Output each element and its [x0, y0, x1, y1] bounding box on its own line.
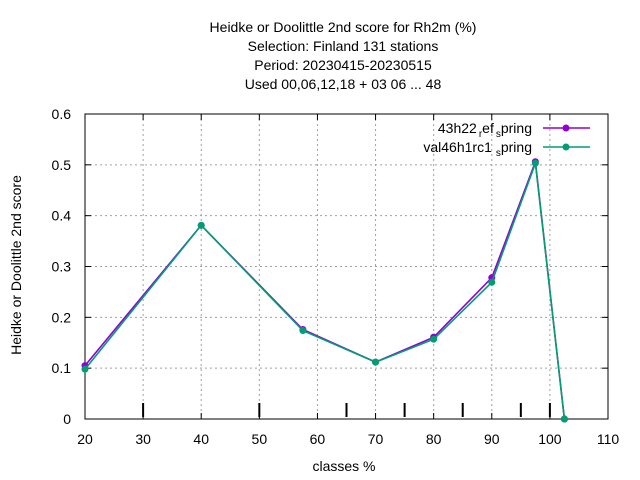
series-1-line [84, 161, 566, 420]
series [81, 158, 568, 423]
grid [85, 114, 608, 419]
series-2-point [430, 335, 438, 343]
series-2-point [299, 327, 307, 335]
legend-entry-1-label: 43h22 ref spring [438, 120, 532, 140]
x-tick-label: 50 [252, 431, 268, 447]
title-line-4: Used 00,06,12,18 + 03 06 ... 48 [245, 76, 442, 92]
legend-2-main: val46h1rc1 [423, 139, 492, 155]
legend-1-mid: ef [482, 120, 494, 136]
series-1 [81, 158, 568, 423]
title-line-1: Heidke or Doolittle 2nd score for Rh2m (… [210, 19, 477, 35]
legend-2-end: pring [501, 139, 532, 155]
x-tick-label: 100 [538, 431, 562, 447]
title-line-3: Period: 20230415-20230515 [254, 57, 432, 73]
series-2-point [488, 278, 496, 286]
x-tick-label: 110 [597, 431, 620, 447]
x-tick-label: 60 [310, 431, 326, 447]
series-2-line [84, 163, 566, 420]
series-2-point [197, 221, 205, 229]
y-tick-label: 0.3 [52, 259, 72, 275]
chart-title: Heidke or Doolittle 2nd score for Rh2m (… [210, 19, 477, 92]
x-axis-label: classes % [312, 458, 375, 474]
series-2-point [372, 358, 380, 366]
y-axis-label: Heidke or Doolittle 2nd score [8, 175, 24, 355]
legend-1-sub1: r [479, 129, 483, 140]
series-2-point [81, 365, 89, 373]
legend: 43h22 ref spring val46h1rc1 spring [423, 120, 590, 159]
y-tick-label: 0.2 [52, 309, 72, 325]
legend-1-main: 43h22 [438, 120, 477, 136]
series-2 [81, 159, 568, 423]
axis-ticks: 20 30 40 50 60 70 80 90 100 110 0 0.1 0.2 0.3 0.4 0.5 0.… [52, 106, 620, 447]
legend-2-marker [562, 143, 570, 151]
y-tick-label: 0.6 [52, 106, 72, 122]
y-tick-label: 0 [63, 411, 71, 427]
legend-1-marker [562, 124, 570, 132]
legend-1-sub2: s [496, 129, 501, 140]
y-tick-label: 0.5 [52, 157, 72, 173]
x-tick-label: 80 [426, 431, 442, 447]
title-line-2: Selection: Finland 131 stations [248, 38, 439, 54]
y-tick-label: 0.4 [52, 208, 72, 224]
legend-entry-2-label: val46h1rc1 spring [423, 139, 532, 159]
x-tick-label: 40 [193, 431, 209, 447]
x-tick-label: 30 [135, 431, 151, 447]
series-2-point [531, 159, 539, 167]
x-tick-label: 70 [368, 431, 384, 447]
x-tick-label: 90 [484, 431, 500, 447]
legend-1-end: pring [501, 120, 532, 136]
series-2-point [560, 415, 568, 423]
y-tick-label: 0.1 [52, 360, 72, 376]
class-marks [142, 403, 551, 417]
x-tick-label: 20 [77, 431, 93, 447]
legend-2-sub2: s [496, 148, 501, 159]
